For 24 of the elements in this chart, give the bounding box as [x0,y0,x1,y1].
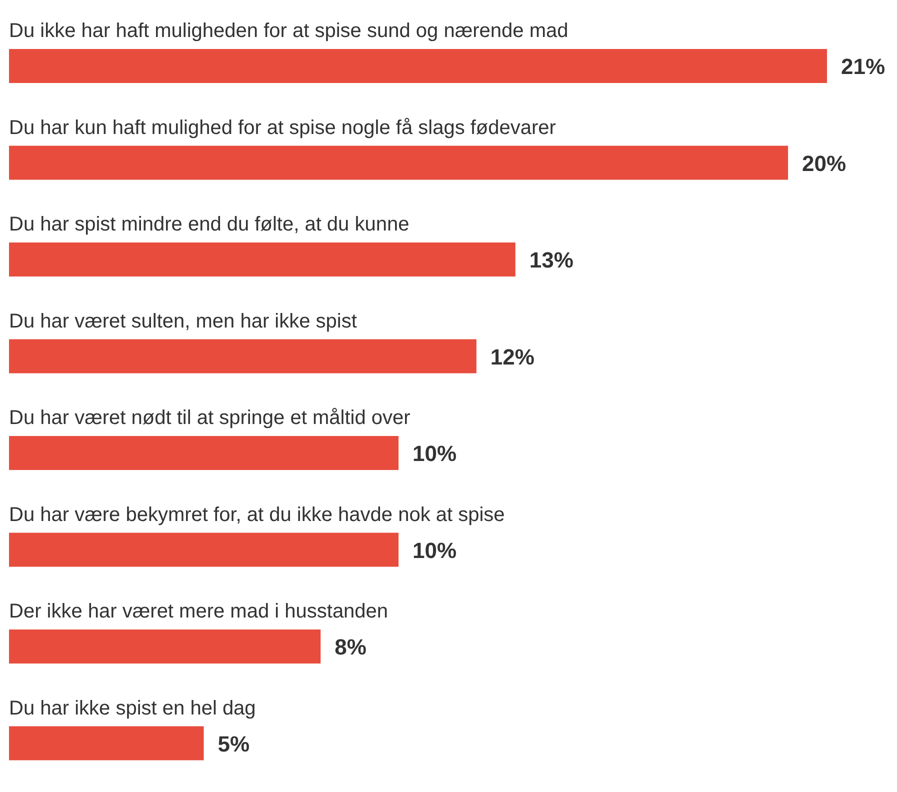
data-label: 21% [841,54,886,79]
y-tick-label: Du ikke har haft muligheden for at spise sund og nærende mad [9,20,568,42]
data-label: 5% [218,731,250,756]
y-tick-label: Du har været nødt til at springe et måltid over [9,407,411,429]
y-tick-label: Du har spist mindre end du følte, at du kunne [9,214,410,236]
data-label: 12% [490,344,534,370]
bar [9,339,476,374]
bar [9,49,827,83]
data-label: 20% [802,150,846,176]
data-label: 8% [334,634,366,660]
y-tick-label: Du har ikke spist en hel dag [9,697,256,720]
bar [9,242,516,276]
y-tick-label: Du har kun haft mulighed for at spise nogle få slags fødevarer [9,116,556,139]
data-label: 10% [412,538,457,563]
bar [9,436,399,470]
y-tick-label: Du har være bekymret for, at du ikke havde nok at spise [9,504,505,526]
data-label: 10% [412,441,457,466]
bar [9,146,788,180]
bar [9,726,204,760]
y-tick-label: Du har været sulten, men har ikke spist [9,310,358,332]
bar [9,630,321,664]
data-label: 13% [529,248,574,272]
y-tick-label: Der ikke har været mere mad i husstanden [9,600,388,622]
bar [9,532,399,567]
